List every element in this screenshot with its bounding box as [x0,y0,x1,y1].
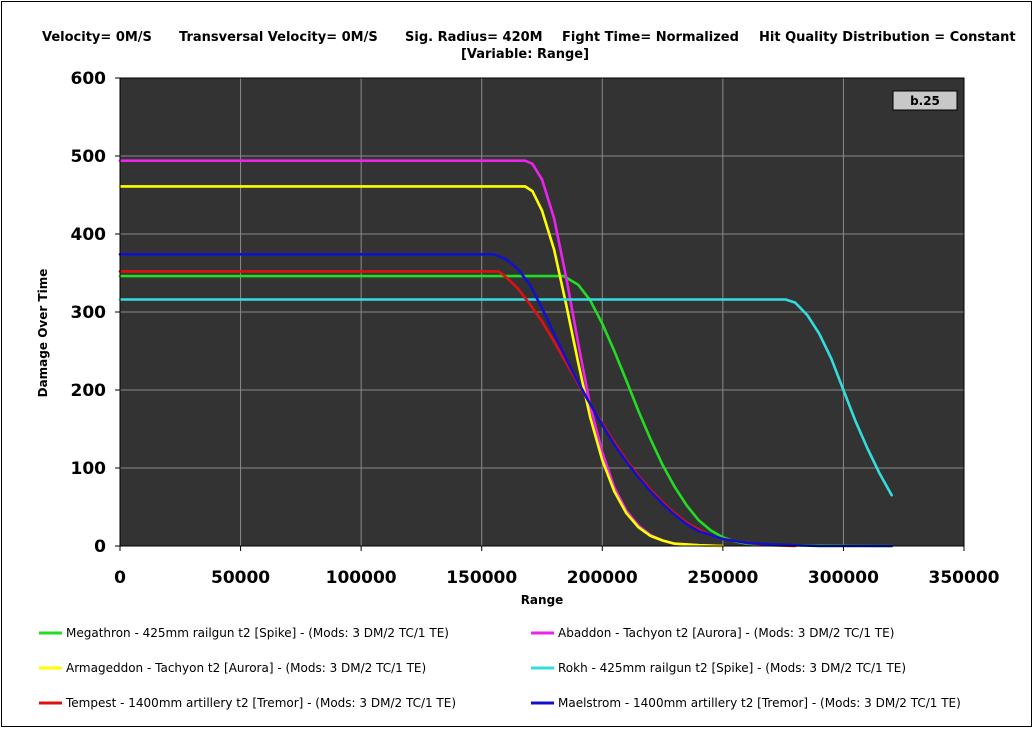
header-transversal-velocity: Transversal Velocity= 0M/S [179,30,378,45]
series-lines [118,159,893,548]
y-tick-label: 600 [71,69,107,89]
y-tick-label: 0 [94,537,106,557]
legend-label: Maelstrom - 1400mm artillery t2 [Tremor]… [558,696,961,710]
version-badge-box [892,90,958,111]
version-badge-label: b.25 [910,94,940,108]
legend-item-4: Tempest - 1400mm artillery t2 [Tremor] -… [39,696,456,710]
chart-header: Velocity= 0M/S Transversal Velocity= 0M/… [42,30,1016,62]
legend-label: Megathron - 425mm railgun t2 [Spike] - (… [66,626,449,640]
series-line-2 [118,185,725,548]
x-tick-label: 100000 [326,568,397,588]
legend-item-5: Maelstrom - 1400mm artillery t2 [Tremor]… [531,696,961,710]
version-badge: b.25 [892,90,958,111]
y-tick-label: 100 [71,459,107,479]
x-tick-label: 350000 [929,568,1000,588]
header-fight-time: Fight Time= Normalized [562,30,739,45]
header-sig-radius: Sig. Radius= 420M [405,30,543,45]
series-line-3 [118,298,893,497]
x-axis-ticks: 0 50000 100000 150000 200000 250000 300000 3500… [114,546,1000,588]
legend-item-0: Megathron - 425mm railgun t2 [Spike] - (… [39,626,449,640]
legend-label: Rokh - 425mm railgun t2 [Spike] - (Mods:… [558,661,906,675]
x-tick-label: 50000 [211,568,270,588]
legend-item-3: Rokh - 425mm railgun t2 [Spike] - (Mods:… [531,661,906,675]
x-tick-label: 300000 [808,568,879,588]
legend-label: Abaddon - Tachyon t2 [Aurora] - (Mods: 3… [558,626,894,640]
x-tick-label: 250000 [687,568,758,588]
legend: Megathron - 425mm railgun t2 [Spike] - (… [39,626,961,710]
y-tick-label: 200 [71,381,107,401]
y-axis-label: Damage Over Time [36,269,50,398]
x-tick-label: 150000 [446,568,517,588]
header-velocity: Velocity= 0M/S [42,30,152,45]
x-tick-label: 0 [114,568,126,588]
legend-item-2: Armageddon - Tachyon t2 [Aurora] - (Mods… [39,661,426,675]
header-subtitle: [Variable: Range] [461,47,589,62]
x-tick-label: 200000 [567,568,638,588]
legend-label: Armageddon - Tachyon t2 [Aurora] - (Mods… [66,661,426,675]
y-tick-label: 300 [71,303,107,323]
x-axis-label: Range [521,593,564,607]
y-tick-label: 400 [71,225,107,245]
y-axis-ticks: 0 100 200 300 400 500 600 [71,69,120,557]
legend-label: Tempest - 1400mm artillery t2 [Tremor] -… [65,696,456,710]
grid-lines [120,78,964,546]
series-line-5 [118,253,893,548]
header-hit-quality: Hit Quality Distribution = Constant [759,30,1016,45]
legend-item-1: Abaddon - Tachyon t2 [Aurora] - (Mods: 3… [531,626,894,640]
y-tick-label: 500 [71,147,107,167]
